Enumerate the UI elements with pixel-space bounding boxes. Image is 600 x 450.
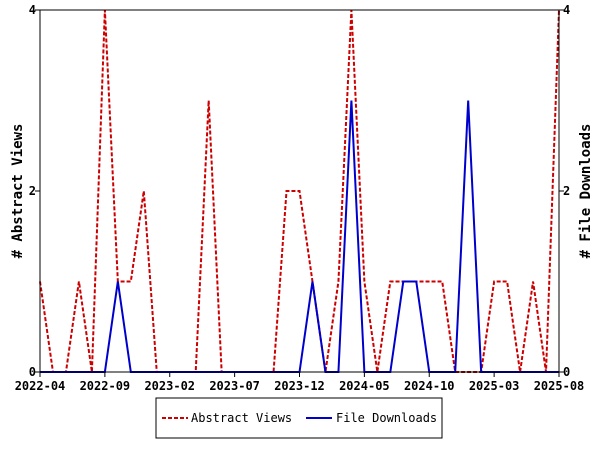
legend-label-abstract-views: Abstract Views [191, 411, 292, 425]
legend-label-file-downloads: File Downloads [336, 411, 437, 425]
legend-box [155, 397, 443, 439]
y-tick-label-left: 2 [29, 184, 36, 198]
axis-layer: 2022-04 2022-09 2023-02 2023-07 2023-12 2024-… [15, 3, 585, 393]
y-axis-title-left: # Abstract Views [10, 124, 26, 259]
y-tick-label-right: 0 [563, 365, 570, 379]
x-tick-label: 2024-10 [404, 379, 455, 393]
y-tick-label-left: 0 [29, 365, 36, 379]
x-tick-label: 2022-04 [15, 379, 66, 393]
y-tick-label-right: 4 [563, 3, 570, 17]
x-tick-label: 2024-05 [339, 379, 390, 393]
series-line-abstract-views [39, 9, 560, 373]
legend: Abstract Views File Downloads [155, 397, 443, 439]
y-tick-label-right: 2 [563, 184, 570, 198]
x-tick-label: 2023-07 [209, 379, 260, 393]
x-tick-label: 2023-12 [274, 379, 325, 393]
y-tick-label-left: 4 [29, 3, 36, 17]
x-tick-label: 2022-09 [80, 379, 131, 393]
x-tick-label: 2025-03 [469, 379, 520, 393]
y-axis-title-right: # File Downloads [578, 124, 594, 259]
x-tick-label: 2025-08 [534, 379, 585, 393]
x-tick-label: 2023-02 [144, 379, 195, 393]
